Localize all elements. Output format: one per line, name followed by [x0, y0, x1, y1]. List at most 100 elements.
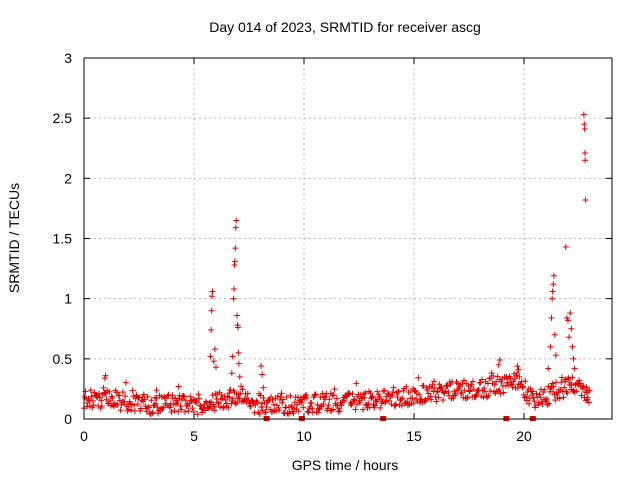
data-point [117, 407, 124, 414]
data-point [109, 394, 116, 401]
data-point [468, 381, 475, 388]
data-point [529, 388, 536, 395]
data-point [303, 394, 310, 401]
x-tick-label-0: 0 [80, 428, 88, 444]
data-point [541, 386, 548, 393]
data-point [333, 395, 340, 402]
data-point [290, 410, 297, 417]
y-tick-label-4: 2 [64, 170, 72, 186]
data-point [232, 245, 239, 252]
data-point [142, 402, 149, 409]
data-point [562, 243, 569, 250]
data-point [96, 394, 103, 401]
data-point [341, 397, 348, 404]
data-point [279, 399, 286, 406]
data-point [298, 399, 305, 406]
data-point [320, 400, 327, 407]
data-point [584, 394, 591, 401]
data-point [511, 376, 518, 383]
data-point [569, 343, 576, 350]
axis-ticks [83, 57, 612, 420]
data-point [122, 393, 129, 400]
data-point [346, 390, 353, 397]
data-point [235, 324, 241, 331]
data-point [95, 390, 102, 397]
data-point [254, 399, 261, 406]
data-point [209, 392, 216, 399]
data-point [247, 402, 254, 409]
data-point [369, 393, 376, 400]
data-point [331, 386, 338, 393]
axis-tick-labels: 0 5 10 15 20 0 0.5 1 1.5 2 2.5 3 [53, 50, 532, 444]
data-point [146, 404, 153, 411]
data-point [164, 392, 171, 399]
data-point [515, 366, 522, 373]
data-point [251, 409, 258, 416]
data-point [128, 407, 135, 414]
data-point [571, 365, 578, 372]
data-point [565, 375, 572, 382]
data-point [547, 343, 554, 350]
data-point [354, 401, 361, 408]
x-tick-label-1: 5 [190, 428, 198, 444]
x-axis-label: GPS time / hours [292, 457, 399, 473]
data-point [573, 388, 580, 395]
data-point [370, 401, 377, 408]
data-point [202, 398, 209, 405]
data-point [409, 395, 416, 402]
data-point [424, 386, 431, 393]
data-point [174, 399, 181, 406]
data-point [153, 387, 160, 394]
data-point [452, 390, 459, 397]
data-point [392, 401, 399, 408]
data-point [496, 386, 503, 393]
data-point [215, 400, 222, 407]
data-point [524, 388, 531, 395]
data-point [208, 307, 215, 314]
data-point [260, 395, 267, 402]
data-point [558, 374, 565, 381]
data-point [209, 288, 216, 295]
data-point [265, 397, 272, 404]
data-point [564, 375, 571, 382]
data-point [491, 381, 498, 388]
data-point [262, 409, 269, 416]
data-point [585, 399, 592, 406]
data-point [477, 379, 484, 386]
data-point [169, 392, 176, 399]
data-point [351, 396, 358, 403]
data-point [358, 395, 365, 402]
data-point [140, 391, 147, 398]
data-point [229, 353, 236, 360]
data-point [395, 388, 402, 395]
data-point [382, 398, 389, 405]
data-point [193, 399, 200, 406]
data-point [194, 411, 201, 418]
data-point [520, 383, 527, 390]
data-point [407, 388, 414, 395]
data-point [552, 352, 559, 359]
data-point [300, 404, 307, 411]
data-point [445, 388, 452, 395]
data-point [160, 404, 167, 411]
data-point [531, 398, 538, 405]
data-point [172, 395, 179, 402]
data-point [189, 405, 196, 412]
data-point [373, 398, 380, 405]
data-point [111, 400, 118, 407]
data-point [287, 392, 294, 399]
data-point [560, 394, 567, 401]
data-point [360, 406, 367, 413]
data-point [270, 401, 277, 408]
y-tick-label-2: 1 [64, 291, 72, 307]
data-point [153, 395, 160, 402]
data-point [581, 125, 588, 132]
data-point [362, 389, 369, 396]
data-point [580, 383, 587, 390]
data-point [553, 390, 560, 397]
data-point [234, 312, 241, 319]
data-point [581, 150, 588, 157]
data-point [84, 399, 91, 406]
data-point [495, 361, 502, 368]
data-point [131, 402, 138, 409]
